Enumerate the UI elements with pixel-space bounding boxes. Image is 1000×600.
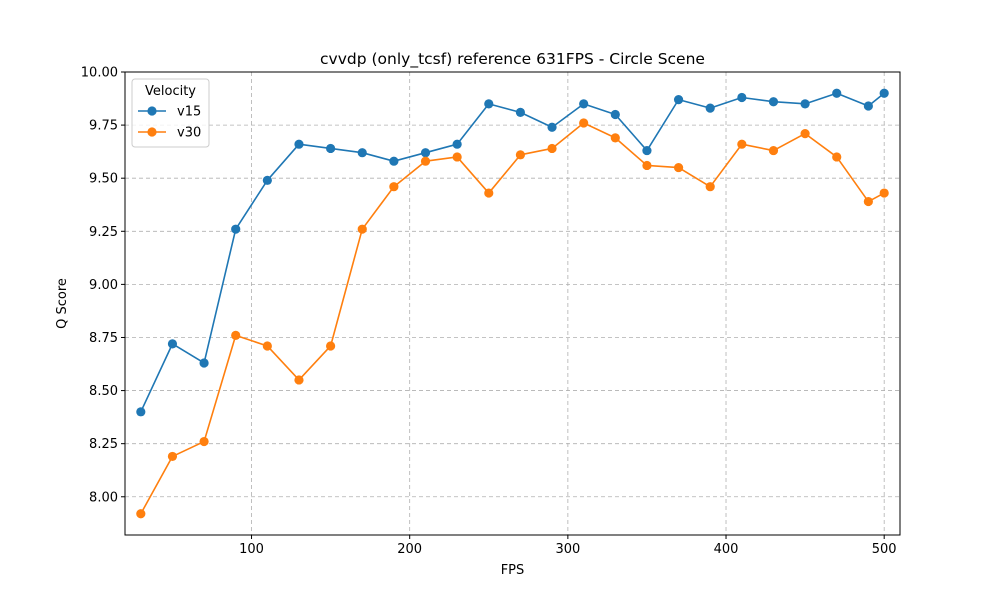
- data-point-v15: [642, 145, 652, 156]
- data-point-v30: [768, 145, 779, 156]
- data-point-v30: [167, 451, 178, 462]
- chart-title: cvvdp (only_tcsf) reference 631FPS - Cir…: [320, 50, 705, 69]
- legend-title: Velocity: [145, 84, 196, 99]
- series-line-v15: [140, 92, 885, 413]
- data-point-v30: [452, 152, 462, 162]
- y-tick-label: 9.00: [89, 278, 118, 293]
- data-point-v30: [389, 182, 399, 192]
- data-point-v30: [199, 436, 209, 447]
- legend-marker-v30: [147, 127, 157, 137]
- data-point-v30: [705, 182, 715, 192]
- data-point-v15: [832, 88, 842, 98]
- data-point-v15: [199, 358, 209, 368]
- data-point-v30: [136, 509, 146, 519]
- plot-frame: [124, 71, 901, 536]
- data-point-v30: [832, 152, 842, 162]
- data-point-v15: [420, 148, 431, 158]
- y-tick-label: 9.50: [89, 172, 118, 187]
- data-point-v30: [262, 341, 272, 351]
- data-point-v15: [863, 101, 873, 111]
- data-point-v30: [579, 118, 589, 128]
- ticks: 100 200 300 400 500 8.00 8.25 8.50 8.75 9.00 9.25 9…: [81, 66, 897, 558]
- legend-marker-v15: [147, 106, 157, 116]
- data-point-v30: [357, 224, 367, 234]
- series-v30: [136, 118, 889, 519]
- data-point-v15: [136, 407, 146, 417]
- data-point-v15: [705, 103, 715, 113]
- data-point-v30: [610, 133, 620, 143]
- data-point-v30: [800, 128, 810, 139]
- grid: [125, 71, 900, 535]
- legend-label-v15: v15: [177, 105, 201, 120]
- data-point-v15: [547, 122, 557, 132]
- x-tick-label: 400: [714, 542, 739, 557]
- x-tick-label: 100: [239, 542, 264, 557]
- x-tick-label: 500: [872, 542, 897, 557]
- y-tick-label: 8.75: [89, 331, 118, 346]
- data-point-v30: [484, 188, 494, 198]
- data-point-v30: [515, 150, 526, 160]
- series-v15: [136, 88, 889, 417]
- data-point-v30: [231, 330, 241, 340]
- series-layer: [136, 88, 889, 519]
- data-point-v30: [673, 162, 684, 173]
- data-point-v30: [547, 143, 557, 154]
- data-point-v30: [642, 160, 652, 171]
- data-point-v30: [326, 341, 336, 351]
- y-tick-label: 9.25: [89, 225, 118, 240]
- data-point-v30: [863, 196, 873, 207]
- legend-label-v30: v30: [177, 126, 201, 141]
- data-point-v30: [420, 156, 431, 166]
- data-point-v15: [231, 224, 241, 234]
- data-point-v30: [737, 139, 747, 149]
- data-point-v15: [737, 92, 747, 103]
- data-point-v15: [768, 97, 779, 107]
- data-point-v15: [389, 156, 399, 166]
- data-point-v15: [357, 148, 367, 158]
- y-tick-label: 8.50: [89, 384, 118, 399]
- data-point-v15: [800, 99, 810, 109]
- y-tick-label: 8.00: [89, 490, 118, 505]
- series-line-v30: [140, 122, 885, 515]
- data-point-v15: [579, 99, 589, 109]
- data-point-v30: [879, 188, 889, 198]
- data-point-v15: [167, 339, 178, 349]
- data-point-v15: [515, 107, 526, 117]
- y-tick-label: 9.75: [89, 119, 118, 134]
- data-point-v15: [484, 99, 494, 109]
- x-tick-label: 300: [555, 542, 580, 557]
- data-point-v30: [294, 375, 304, 385]
- y-axis-label: Q Score: [55, 278, 70, 329]
- x-axis-label: FPS: [501, 563, 525, 578]
- data-point-v15: [326, 143, 336, 154]
- data-point-v15: [452, 139, 462, 149]
- y-tick-label: 10.00: [81, 66, 118, 81]
- data-point-v15: [294, 139, 304, 149]
- data-point-v15: [879, 88, 889, 98]
- data-point-v15: [262, 175, 272, 185]
- y-tick-label: 8.25: [89, 437, 118, 452]
- data-point-v15: [673, 95, 684, 105]
- data-point-v15: [610, 109, 620, 120]
- x-tick-label: 200: [397, 542, 422, 557]
